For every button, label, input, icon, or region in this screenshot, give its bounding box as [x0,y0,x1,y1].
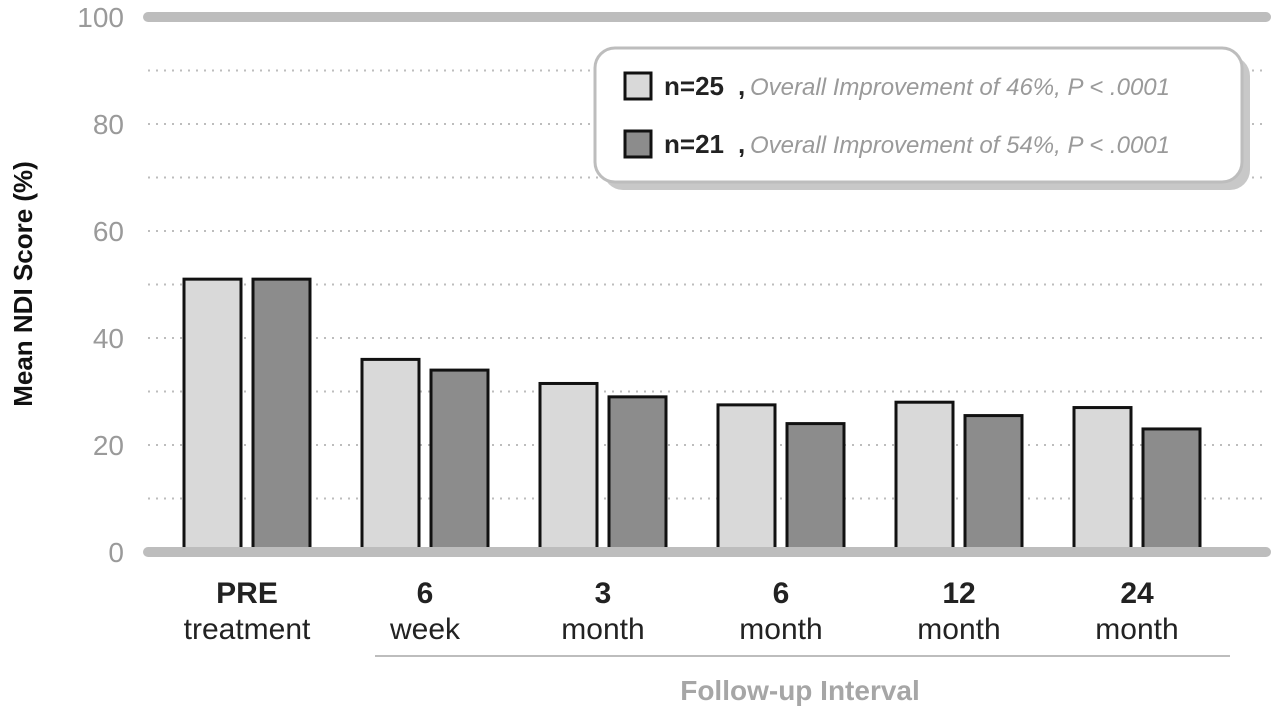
bar-n=25-12-month [894,400,955,554]
category-label-bottom: month [739,613,822,646]
legend-series-description: Overall Improvement of 46%, P < .0001 [750,74,1170,101]
legend-series-name: n=25 [664,71,724,101]
bar-n=21-PRE-treatment [251,277,312,554]
category-labels: PREtreatment6week3month6month12month24mo… [184,577,1179,646]
legend-box [593,46,1244,184]
bars [182,277,1202,554]
legend-swatch-n=21 [623,129,653,159]
legend-series-description: Overall Improvement of 54%, P < .0001 [750,132,1170,159]
category-label-bottom: month [917,613,1000,646]
category-label-top: PRE [216,577,278,610]
bar-n=25-3-month [538,381,599,554]
legend-swatch-n=25 [623,71,653,101]
y-tick-labels: 0 20 40 60 80 100 [77,2,124,568]
category-label-top: 24 [1120,577,1154,610]
bar-n=25-PRE-treatment [182,277,243,554]
legend-comma: , [738,71,745,101]
y-tick-label: 60 [93,216,124,247]
y-tick-label: 20 [93,430,124,461]
legend-series-name: n=21 [664,129,724,159]
category-label-bottom: treatment [184,613,311,646]
bar-n=25-6-month [716,403,777,554]
y-tick-label: 100 [77,2,124,33]
bar-n=21-24-month [1141,427,1202,554]
category-label-bottom: month [1095,613,1178,646]
legend: n=25, Overall Improvement of 46%, P < .00… [593,46,1250,190]
category-label-top: 6 [417,577,434,610]
bar-n=21-12-month [963,414,1024,554]
bar-n=21-6-week [429,368,490,554]
axis-lines [143,12,1271,557]
y-tick-label: 40 [93,323,124,354]
bar-n=21-6-month [785,422,846,554]
y-tick-label: 0 [108,537,124,568]
legend-comma: , [738,129,745,159]
y-tick-label: 80 [93,109,124,140]
category-label-top: 12 [942,577,975,610]
x-axis-label: Follow-up Interval [680,675,920,706]
y-axis-label: Mean NDI Score (%) [8,161,38,407]
bar-n=25-24-month [1072,406,1133,554]
category-label-top: 6 [773,577,790,610]
category-label-top: 3 [595,577,612,610]
category-label-bottom: week [389,613,461,646]
bar-n=21-3-month [607,395,668,554]
bar-n=25-6-week [360,357,421,554]
category-label-bottom: month [561,613,644,646]
